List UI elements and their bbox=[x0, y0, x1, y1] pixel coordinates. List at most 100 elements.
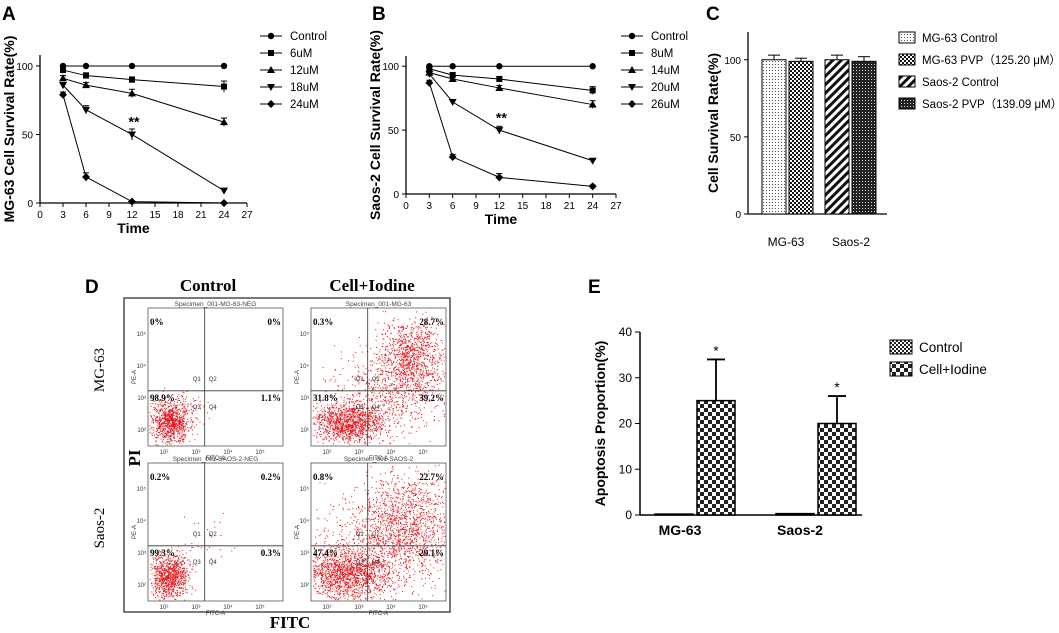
y-axis-label: PE-A bbox=[295, 525, 301, 539]
flow-plot-2: Specimen_001-SAOS-2-NEG 0.2% 0.2% 99.3% 0.3%… bbox=[132, 456, 284, 617]
x-axis-label: FITC-A bbox=[369, 456, 388, 462]
legend-marker bbox=[267, 32, 275, 40]
x-tick-label: 10⁴ bbox=[223, 449, 233, 456]
x-axis-title: FITC bbox=[270, 613, 311, 632]
legend-label: Saos-2 Control bbox=[922, 77, 999, 89]
quadrant-label: Q1 bbox=[193, 377, 202, 383]
series-line-2 bbox=[62, 77, 225, 123]
category-label: MG-63 bbox=[768, 235, 805, 249]
legend-label: Control bbox=[651, 31, 688, 43]
data-point bbox=[82, 172, 90, 181]
series-line-4 bbox=[62, 94, 225, 204]
x-tick-label: 10³ bbox=[192, 450, 201, 456]
quadrant-label: Q2 bbox=[372, 377, 381, 383]
data-point bbox=[82, 62, 90, 70]
flow-plot-1: Specimen_001-MG-63 0.3% 28.7% 31.8% 39.2% Q1 Q… bbox=[295, 301, 447, 462]
data-point bbox=[221, 83, 227, 90]
x-tick-label: 21 bbox=[564, 201, 576, 212]
events bbox=[149, 387, 217, 446]
y-tick-label: 10³ bbox=[137, 396, 146, 402]
y-axis-title: Apoptosis Proportion(%) bbox=[592, 341, 608, 507]
data-point bbox=[220, 118, 228, 126]
flow-plot-0: Specimen_001-MG-63-NEG 0% 0% 98.9% 1.1% Q1 Q2 Q… bbox=[132, 301, 284, 462]
category-label: Saos-2 bbox=[832, 235, 870, 249]
legend-label: 12uM bbox=[290, 65, 319, 77]
bar-2 bbox=[824, 59, 850, 215]
data-point bbox=[588, 157, 597, 165]
significance-mark: * bbox=[713, 343, 719, 358]
bar-1 bbox=[788, 60, 814, 215]
legend-swatch bbox=[898, 97, 916, 110]
chart-b-survival-saos2: 0 3 6 9 12 15 18 21 24 27 0 50 100 Time Saos-2 Cell Su… bbox=[367, 30, 688, 227]
quadrant-q4-value: 0.3% bbox=[261, 548, 281, 558]
y-tick-label: 30 bbox=[619, 371, 633, 385]
y-tick-label: 0 bbox=[625, 508, 632, 522]
data-point bbox=[220, 62, 228, 70]
data-point bbox=[495, 173, 504, 182]
row-label: Saos-2 bbox=[92, 508, 108, 549]
y-axis-title: PI bbox=[125, 449, 144, 466]
data-point bbox=[496, 76, 503, 82]
legend-marker bbox=[267, 66, 275, 73]
y-tick-label: 50 bbox=[388, 126, 400, 137]
data-point bbox=[449, 63, 456, 70]
data-point bbox=[82, 106, 90, 114]
data-point bbox=[448, 75, 457, 82]
data-point bbox=[495, 127, 504, 135]
legend-marker bbox=[628, 84, 636, 91]
quadrant-label: Q2 bbox=[209, 532, 218, 538]
quadrant-label: Q4 bbox=[372, 405, 381, 411]
x-tick-label: 27 bbox=[610, 201, 622, 212]
y-tick-label: 10⁴ bbox=[137, 363, 147, 370]
data-point bbox=[128, 197, 136, 206]
x-tick-label: 10⁴ bbox=[386, 604, 396, 611]
bar-0-1 bbox=[775, 512, 815, 516]
quadrant-label: Q1 bbox=[356, 377, 365, 383]
data-point bbox=[589, 87, 596, 94]
y-tick-label: 100 bbox=[382, 62, 399, 73]
quadrant-label: Q3 bbox=[193, 560, 202, 566]
y-tick-label: 100 bbox=[724, 56, 741, 67]
y-axis-label: PE-A bbox=[132, 525, 138, 539]
x-tick-label: 0 bbox=[37, 210, 43, 221]
quadrant-label: Q2 bbox=[209, 377, 218, 383]
legend-label: Saos-2 PVP（139.09 μM） bbox=[922, 98, 1059, 111]
quadrant-label: Q4 bbox=[209, 560, 218, 566]
legend-label: 14uM bbox=[651, 65, 680, 77]
quadrant-label: Q3 bbox=[356, 405, 365, 411]
bar-3 bbox=[851, 60, 877, 215]
quadrant-q4-value: 1.1% bbox=[261, 393, 281, 403]
chart-d-flow-cytometry: Control Cell+IodineMG-63Saos-2PIFITCSpeci… bbox=[92, 276, 451, 632]
y-tick-label: 50 bbox=[730, 133, 742, 144]
y-tick-label: 100 bbox=[16, 62, 33, 73]
x-tick-label: 10³ bbox=[355, 450, 364, 456]
data-point bbox=[425, 70, 434, 78]
y-tick-label: 10⁴ bbox=[300, 518, 310, 525]
data-point bbox=[220, 187, 228, 195]
y-tick-label: 10 bbox=[619, 462, 633, 476]
events bbox=[312, 464, 446, 601]
quadrant-q2-value: 0.2% bbox=[261, 472, 281, 482]
series-line-3 bbox=[62, 84, 225, 192]
category-label: MG-63 bbox=[659, 522, 702, 538]
series-line-1 bbox=[62, 69, 225, 88]
data-point bbox=[588, 182, 597, 191]
quadrant-q4-value: 29.1% bbox=[419, 548, 444, 558]
data-point bbox=[448, 99, 457, 106]
data-point bbox=[59, 74, 67, 82]
legend-marker bbox=[628, 66, 636, 73]
x-tick-label: 18 bbox=[172, 210, 184, 221]
y-tick-label: 10⁴ bbox=[137, 518, 147, 525]
y-tick-label: 20 bbox=[619, 417, 633, 431]
x-tick-label: 27 bbox=[241, 210, 253, 221]
panel-letter-b: B bbox=[372, 4, 386, 25]
x-axis-label: FITC-A bbox=[206, 611, 225, 617]
y-tick-label: 10² bbox=[300, 583, 309, 589]
y-axis-title: Saos-2 Cell Survival Rate(%) bbox=[367, 30, 383, 220]
chart-e-apoptosis: 0 10 20 30 40 Apoptosis Proportion(%) Control *… bbox=[592, 325, 987, 538]
quadrant-q3-value: 99.3% bbox=[150, 548, 175, 558]
legend-label: 26uM bbox=[651, 99, 680, 111]
legend-swatch bbox=[889, 361, 913, 377]
y-tick-label: 0 bbox=[27, 199, 33, 210]
quadrant-label: Q4 bbox=[209, 405, 218, 411]
